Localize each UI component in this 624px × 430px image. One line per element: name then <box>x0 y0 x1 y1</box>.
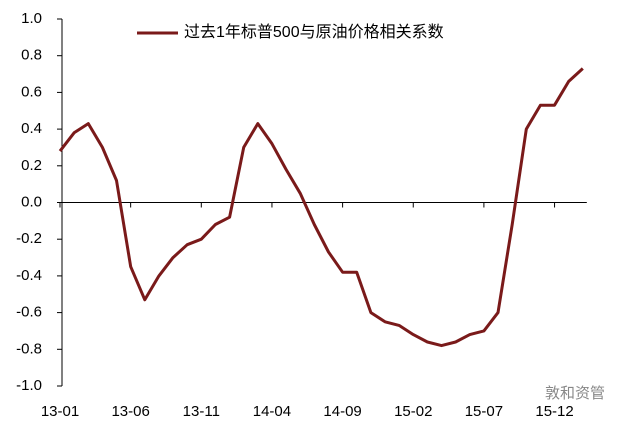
series-line <box>58 67 584 348</box>
x-tick-label: 15-07 <box>465 403 503 420</box>
x-tick-label: 14-04 <box>253 403 291 420</box>
x-tick-label: 15-12 <box>535 403 573 420</box>
x-tick-label: 13-06 <box>111 403 149 420</box>
y-tick-label: -1.0 <box>16 377 42 394</box>
y-tick-label: -0.8 <box>16 340 42 357</box>
y-tick-label: -0.2 <box>16 230 42 247</box>
x-tick-label: 14-09 <box>323 403 361 420</box>
y-tick-label: 0.2 <box>21 157 42 174</box>
y-tick-label: 0.4 <box>21 120 42 137</box>
y-tick-label: 1.0 <box>21 10 42 27</box>
y-tick-label: 0.8 <box>21 47 42 64</box>
y-tick-label: -0.4 <box>16 267 42 284</box>
y-tick-label: -0.6 <box>16 304 42 321</box>
x-tick-label: 15-02 <box>394 403 432 420</box>
x-tick-label: 13-11 <box>183 403 220 420</box>
y-tick-label: 0.6 <box>21 83 42 100</box>
watermark: 敦和资管 <box>545 385 605 402</box>
y-tick-label: 0.0 <box>21 193 42 210</box>
x-tick-label: 13-01 <box>41 403 79 420</box>
legend-label: 过去1年标普500与原油价格相关系数 <box>184 23 444 41</box>
